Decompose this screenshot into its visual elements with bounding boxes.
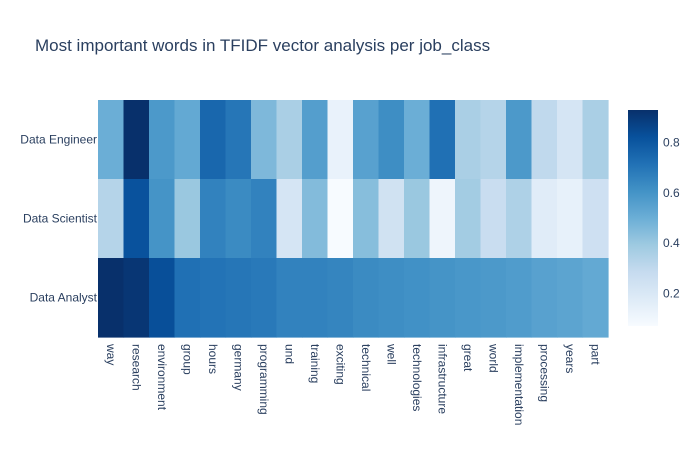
colorbar: 0.2 0.4 0.6 0.8: [628, 110, 680, 326]
colorbar-tick-label: 0.4: [663, 236, 680, 250]
heatmap-cell: [327, 179, 354, 259]
heatmap-cell: [149, 258, 176, 338]
heatmap-cell: [455, 258, 482, 338]
heatmap-cell: [276, 100, 303, 180]
heatmap-cell: [531, 179, 558, 259]
heatmap-cell: [225, 258, 252, 338]
x-tick-label: environment: [155, 344, 169, 411]
heatmap-cell: [327, 258, 354, 338]
heatmap-cell: [149, 100, 176, 180]
heatmap-cell: [302, 258, 329, 338]
heatmap-cell: [429, 258, 456, 338]
heatmap-cell: [455, 100, 482, 180]
heatmap-cell: [531, 258, 558, 338]
heatmap-cell: [98, 100, 125, 180]
x-tick-label: processing: [537, 344, 551, 402]
x-tick-label: way: [104, 343, 118, 365]
x-tick-label: und: [282, 344, 296, 364]
heatmap-cell: [353, 258, 380, 338]
heatmap-cell: [276, 258, 303, 338]
heatmap-cell: [429, 100, 456, 180]
heatmap-cell: [429, 179, 456, 259]
heatmap-cell: [123, 100, 150, 180]
heatmap-cell: [582, 100, 609, 180]
heatmap-cell: [123, 258, 150, 338]
heatmap-cell: [506, 100, 533, 180]
heatmap-cell: [327, 100, 354, 180]
heatmap-cell: [506, 258, 533, 338]
x-tick-label: world: [486, 343, 500, 373]
heatmap-cell: [506, 179, 533, 259]
heatmap-cell: [455, 179, 482, 259]
x-tick-label: programming: [257, 344, 271, 415]
heatmap-cell: [378, 258, 405, 338]
y-axis-labels: Data Engineer Data Scientist Data Analyst: [20, 133, 97, 305]
x-tick-label: exciting: [333, 344, 347, 385]
x-tick-label: group: [180, 344, 194, 375]
heatmap-cell: [404, 179, 431, 259]
x-tick-label: well: [384, 343, 398, 365]
x-tick-label: implementation: [512, 344, 526, 425]
x-tick-label: years: [563, 344, 577, 373]
heatmap-cell: [149, 179, 176, 259]
heatmap-cell: [378, 179, 405, 259]
heatmap-cell: [251, 258, 278, 338]
colorbar-gradient: [628, 110, 658, 326]
heatmap-cell: [302, 100, 329, 180]
heatmap-cell: [174, 258, 201, 338]
x-axis-labels: way research environment group hours germany p…: [104, 343, 603, 425]
heatmap-cells: [98, 100, 609, 338]
heatmap-cell: [531, 100, 558, 180]
heatmap-cell: [557, 258, 584, 338]
heatmap-cell: [404, 100, 431, 180]
x-tick-label: training: [308, 344, 322, 383]
x-tick-label: great: [461, 344, 475, 372]
heatmap-cell: [225, 100, 252, 180]
heatmap-cell: [174, 179, 201, 259]
heatmap-cell: [225, 179, 252, 259]
heatmap-cell: [378, 100, 405, 180]
heatmap-cell: [200, 179, 227, 259]
y-tick-label: Data Engineer: [20, 133, 97, 147]
heatmap-cell: [251, 179, 278, 259]
heatmap-cell: [480, 179, 507, 259]
heatmap-cell: [98, 179, 125, 259]
chart-title: Most important words in TFIDF vector ana…: [35, 36, 490, 55]
heatmap-cell: [276, 179, 303, 259]
heatmap-cell: [582, 179, 609, 259]
x-tick-label: germany: [231, 344, 245, 391]
heatmap-cell: [480, 100, 507, 180]
x-tick-label: infrastructure: [435, 344, 449, 414]
colorbar-ticks: 0.2 0.4 0.6 0.8: [663, 136, 680, 301]
x-tick-label: part: [588, 344, 602, 365]
heatmap-cell: [353, 100, 380, 180]
heatmap-cell: [582, 258, 609, 338]
heatmap-cell: [480, 258, 507, 338]
x-tick-label: technologies: [410, 344, 424, 411]
heatmap-cell: [200, 258, 227, 338]
y-tick-label: Data Scientist: [23, 212, 98, 226]
heatmap-cell: [353, 179, 380, 259]
x-tick-label: research: [129, 344, 143, 391]
heatmap-cell: [174, 100, 201, 180]
heatmap-cell: [251, 100, 278, 180]
heatmap-cell: [404, 258, 431, 338]
y-tick-label: Data Analyst: [30, 291, 98, 305]
heatmap-cell: [302, 179, 329, 259]
x-tick-label: technical: [359, 344, 373, 391]
heatmap-cell: [200, 100, 227, 180]
heatmap-cell: [123, 179, 150, 259]
colorbar-tick-label: 0.6: [663, 186, 680, 200]
heatmap-cell: [557, 179, 584, 259]
x-tick-label: hours: [206, 344, 220, 374]
colorbar-tick-label: 0.8: [663, 136, 680, 150]
colorbar-tick-label: 0.2: [663, 286, 680, 300]
heatmap-cell: [98, 258, 125, 338]
heatmap-cell: [557, 100, 584, 180]
